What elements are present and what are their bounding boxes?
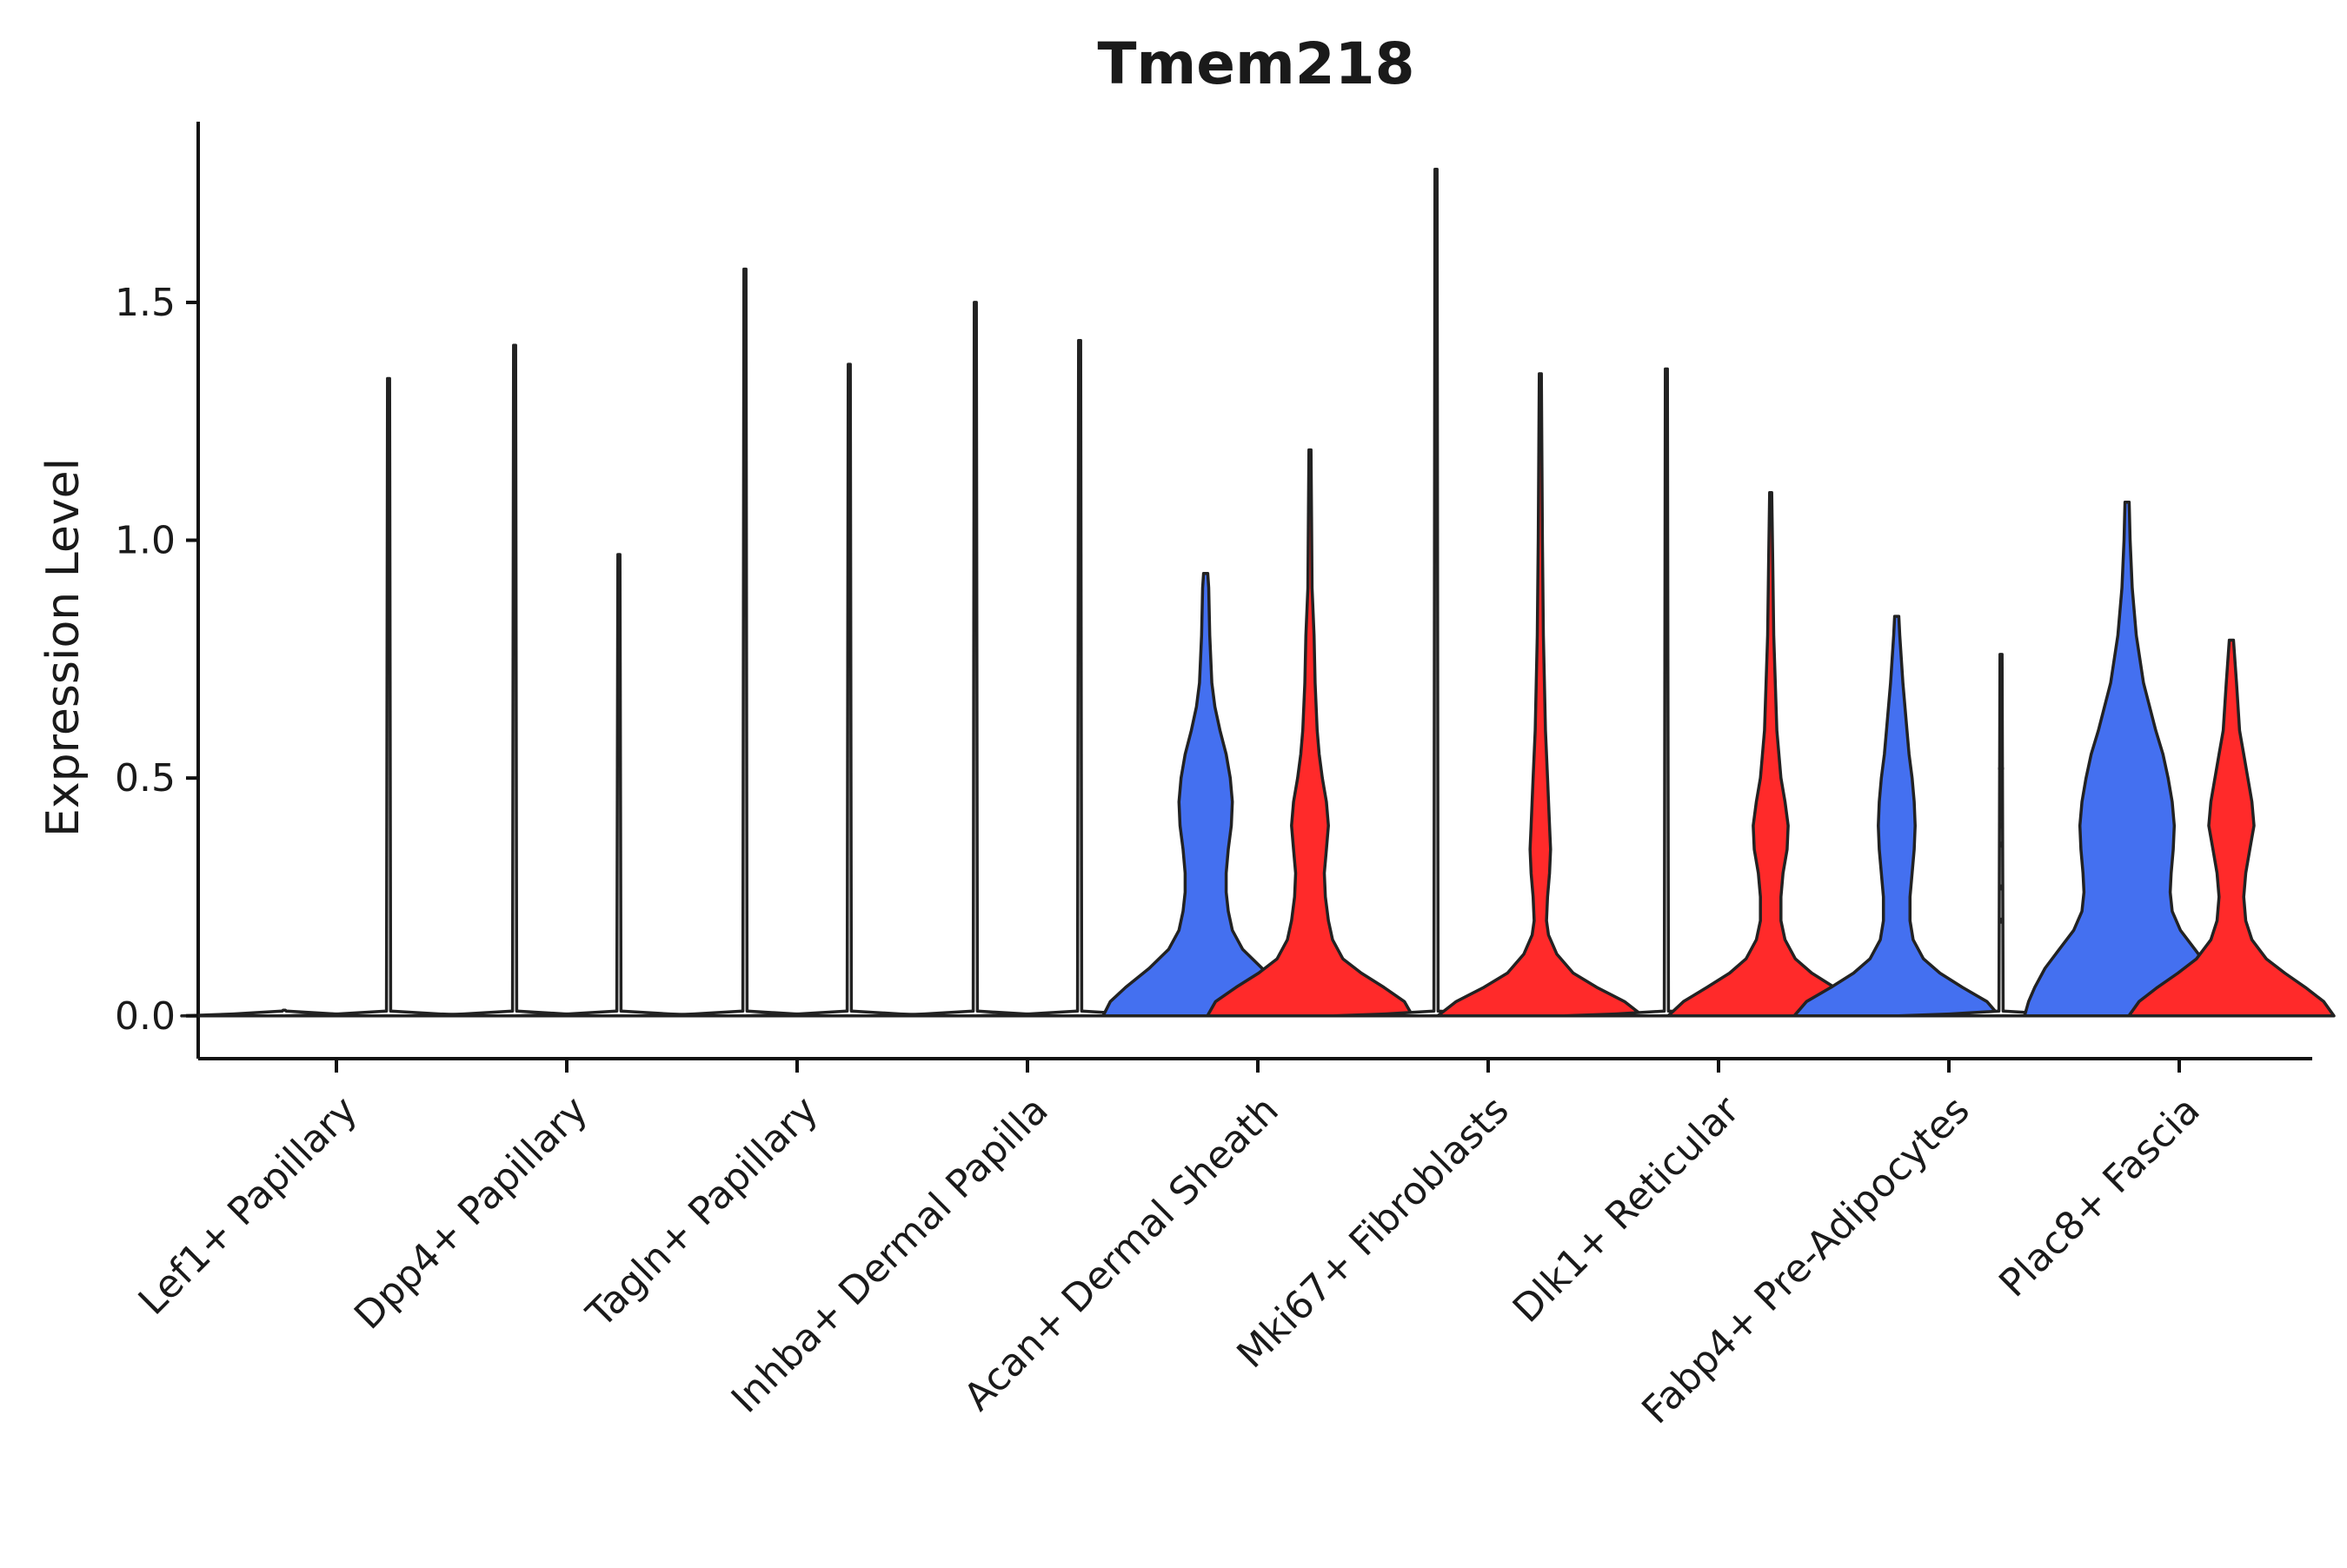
- violin-group2: [1206, 448, 1414, 1018]
- violin-group2: [1666, 491, 1875, 1018]
- violin-group2: [975, 338, 1184, 1018]
- data-point: [1998, 884, 2005, 891]
- y-axis-label: Expression Level: [37, 458, 90, 837]
- violin-group2: [1436, 372, 1645, 1018]
- y-tick-label: 1.0: [115, 519, 176, 563]
- data-point: [1998, 841, 2005, 848]
- y-ticks-group: 0.0 0.5 1.0 1.5: [115, 281, 198, 1039]
- x-tick-label: Lef1+ Papillary: [130, 1088, 366, 1324]
- data-point: [1998, 822, 2005, 829]
- x-tick-label: Dlk1+ Reticular: [1505, 1087, 1749, 1332]
- violin-group2: [515, 553, 723, 1018]
- violin-group2: [284, 376, 493, 1018]
- violin-group2: [745, 362, 954, 1018]
- data-point: [1998, 917, 2005, 924]
- violin-group1: [1332, 167, 1540, 1018]
- violin-group1: [871, 301, 1080, 1018]
- y-tick-label: 0.0: [115, 994, 176, 1039]
- violins-group: [180, 167, 2336, 1018]
- violin-group1: [1792, 615, 2001, 1018]
- y-tick-label: 1.5: [115, 281, 176, 325]
- violin-group1: [410, 343, 619, 1018]
- x-tick-label: Tagln+ Papillary: [578, 1088, 827, 1337]
- violin-group1: [1101, 572, 1310, 1018]
- violin-group1: [1562, 367, 1771, 1018]
- x-tick-label: Dpp4+ Papillary: [346, 1088, 596, 1339]
- chart-title: Tmem218: [1097, 30, 1414, 97]
- data-point: [1998, 765, 2005, 772]
- violin-group1: [2023, 501, 2231, 1018]
- violin-group1: [641, 267, 849, 1018]
- x-tick-label: Plac8+ Fascia: [1991, 1088, 2209, 1306]
- y-tick-label: 0.5: [115, 756, 176, 801]
- axes-group: [196, 122, 2312, 1060]
- violin-group2: [2127, 638, 2336, 1018]
